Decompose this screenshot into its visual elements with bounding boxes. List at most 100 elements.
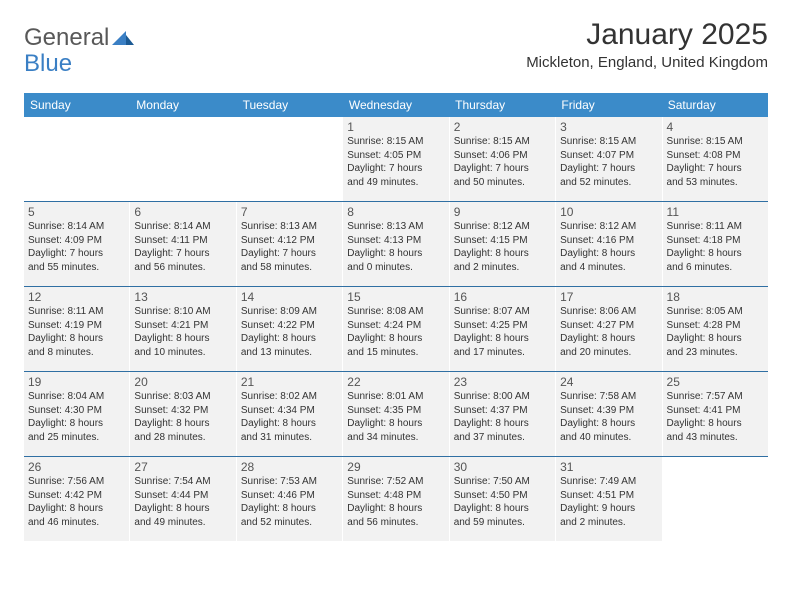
day-info-line: Daylight: 8 hours (28, 502, 125, 516)
day-cell: 31Sunrise: 7:49 AMSunset: 4:51 PMDayligh… (556, 457, 662, 541)
day-number: 31 (560, 460, 657, 474)
day-cell: 9Sunrise: 8:12 AMSunset: 4:15 PMDaylight… (450, 202, 556, 286)
day-info-line: Sunrise: 8:01 AM (347, 390, 444, 404)
logo-blue-wrap: Blue (24, 50, 72, 78)
day-info-line: Sunset: 4:25 PM (454, 319, 551, 333)
day-number: 8 (347, 205, 444, 219)
day-number: 11 (667, 205, 764, 219)
day-info-line: and 6 minutes. (667, 261, 764, 275)
dow-cell: Saturday (662, 93, 768, 117)
day-info-line: Daylight: 8 hours (28, 417, 125, 431)
week-row: 1Sunrise: 8:15 AMSunset: 4:05 PMDaylight… (24, 117, 768, 202)
day-info-line: Sunset: 4:28 PM (667, 319, 764, 333)
day-info-line: and 56 minutes. (347, 516, 444, 530)
day-info-line: Sunset: 4:12 PM (241, 234, 338, 248)
day-number: 2 (454, 120, 551, 134)
day-info-line: Sunset: 4:48 PM (347, 489, 444, 503)
logo-text-general: General (24, 24, 109, 52)
day-info-line: Sunset: 4:30 PM (28, 404, 125, 418)
day-info-line: Daylight: 8 hours (241, 417, 338, 431)
day-cell: 23Sunrise: 8:00 AMSunset: 4:37 PMDayligh… (450, 372, 556, 456)
dow-cell: Thursday (449, 93, 555, 117)
dow-cell: Sunday (24, 93, 130, 117)
day-info-line: and 13 minutes. (241, 346, 338, 360)
day-info-line: Daylight: 8 hours (134, 417, 231, 431)
day-cell: 15Sunrise: 8:08 AMSunset: 4:24 PMDayligh… (343, 287, 449, 371)
day-info-line: Sunrise: 7:52 AM (347, 475, 444, 489)
day-info-line: Sunrise: 7:49 AM (560, 475, 657, 489)
calendar-grid: SundayMondayTuesdayWednesdayThursdayFrid… (24, 93, 768, 541)
day-cell: 27Sunrise: 7:54 AMSunset: 4:44 PMDayligh… (130, 457, 236, 541)
day-number: 10 (560, 205, 657, 219)
day-info-line: Sunset: 4:27 PM (560, 319, 657, 333)
day-info-line: Sunrise: 7:56 AM (28, 475, 125, 489)
day-cell: 26Sunrise: 7:56 AMSunset: 4:42 PMDayligh… (24, 457, 130, 541)
day-number: 21 (241, 375, 338, 389)
day-number: 27 (134, 460, 231, 474)
day-number: 13 (134, 290, 231, 304)
day-cell: 28Sunrise: 7:53 AMSunset: 4:46 PMDayligh… (237, 457, 343, 541)
day-info-line: Daylight: 7 hours (667, 162, 764, 176)
day-info-line: Sunrise: 7:54 AM (134, 475, 231, 489)
dow-cell: Tuesday (237, 93, 343, 117)
day-info-line: and 10 minutes. (134, 346, 231, 360)
day-info-line: and 53 minutes. (667, 176, 764, 190)
day-info-line: Sunrise: 8:06 AM (560, 305, 657, 319)
day-info-line: Sunrise: 8:15 AM (347, 135, 444, 149)
day-info-line: and 15 minutes. (347, 346, 444, 360)
day-info-line: Sunrise: 8:05 AM (667, 305, 764, 319)
day-number: 17 (560, 290, 657, 304)
day-info-line: Sunrise: 8:03 AM (134, 390, 231, 404)
day-cell: 25Sunrise: 7:57 AMSunset: 4:41 PMDayligh… (663, 372, 768, 456)
day-info-line: Sunset: 4:07 PM (560, 149, 657, 163)
day-info-line: Sunrise: 8:02 AM (241, 390, 338, 404)
month-title: January 2025 (526, 18, 768, 52)
day-info-line: and 56 minutes. (134, 261, 231, 275)
day-info-line: and 52 minutes. (560, 176, 657, 190)
day-info-line: Sunset: 4:32 PM (134, 404, 231, 418)
day-cell: 20Sunrise: 8:03 AMSunset: 4:32 PMDayligh… (130, 372, 236, 456)
day-number: 1 (347, 120, 444, 134)
day-number: 29 (347, 460, 444, 474)
day-info-line: Daylight: 8 hours (241, 502, 338, 516)
day-number: 30 (454, 460, 551, 474)
day-info-line: Sunset: 4:41 PM (667, 404, 764, 418)
day-info-line: Sunrise: 8:12 AM (454, 220, 551, 234)
day-info-line: Sunrise: 8:04 AM (28, 390, 125, 404)
day-cell: 13Sunrise: 8:10 AMSunset: 4:21 PMDayligh… (130, 287, 236, 371)
day-cell: 30Sunrise: 7:50 AMSunset: 4:50 PMDayligh… (450, 457, 556, 541)
day-info-line: Sunset: 4:37 PM (454, 404, 551, 418)
location-text: Mickleton, England, United Kingdom (526, 54, 768, 71)
day-info-line: and 17 minutes. (454, 346, 551, 360)
day-info-line: Sunrise: 7:50 AM (454, 475, 551, 489)
day-number: 26 (28, 460, 125, 474)
day-info-line: Daylight: 7 hours (241, 247, 338, 261)
day-info-line: Daylight: 7 hours (347, 162, 444, 176)
day-info-line: and 2 minutes. (560, 516, 657, 530)
day-info-line: Sunrise: 8:11 AM (667, 220, 764, 234)
day-info-line: Daylight: 8 hours (560, 332, 657, 346)
day-info-line: Sunrise: 8:15 AM (667, 135, 764, 149)
day-info-line: and 25 minutes. (28, 431, 125, 445)
day-number: 25 (667, 375, 764, 389)
day-info-line: Daylight: 9 hours (560, 502, 657, 516)
day-info-line: Sunset: 4:34 PM (241, 404, 338, 418)
day-info-line: Daylight: 8 hours (454, 417, 551, 431)
day-number: 23 (454, 375, 551, 389)
dow-cell: Wednesday (343, 93, 449, 117)
day-info-line: and 46 minutes. (28, 516, 125, 530)
day-info-line: Daylight: 8 hours (454, 332, 551, 346)
day-info-line: Sunrise: 8:15 AM (454, 135, 551, 149)
day-cell: 29Sunrise: 7:52 AMSunset: 4:48 PMDayligh… (343, 457, 449, 541)
day-cell: 3Sunrise: 8:15 AMSunset: 4:07 PMDaylight… (556, 117, 662, 201)
day-number: 6 (134, 205, 231, 219)
day-cell (663, 457, 768, 541)
day-cell: 22Sunrise: 8:01 AMSunset: 4:35 PMDayligh… (343, 372, 449, 456)
logo-text-blue: Blue (24, 50, 72, 77)
day-info-line: Daylight: 7 hours (560, 162, 657, 176)
day-info-line: Sunrise: 8:07 AM (454, 305, 551, 319)
day-cell: 2Sunrise: 8:15 AMSunset: 4:06 PMDaylight… (450, 117, 556, 201)
day-info-line: Daylight: 8 hours (454, 247, 551, 261)
day-cell (130, 117, 236, 201)
day-info-line: Daylight: 8 hours (667, 332, 764, 346)
